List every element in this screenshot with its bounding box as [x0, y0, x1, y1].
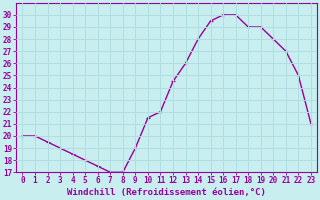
X-axis label: Windchill (Refroidissement éolien,°C): Windchill (Refroidissement éolien,°C) — [67, 188, 266, 197]
